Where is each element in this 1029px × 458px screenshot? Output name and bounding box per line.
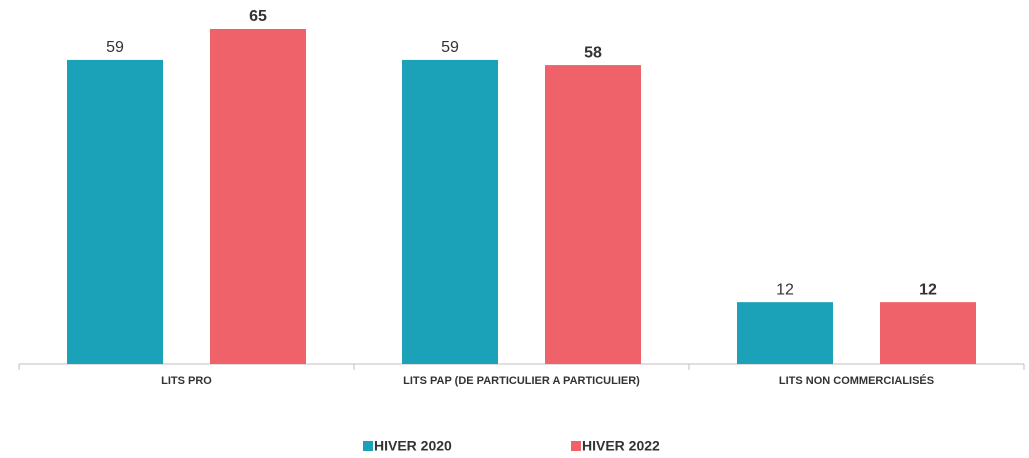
bar: [880, 302, 976, 364]
legend-swatch: [571, 441, 581, 451]
x-tick-label: LITS NON COMMERCIALISÉS: [779, 374, 934, 387]
bar: [67, 59, 163, 365]
x-tick-label: LITS PRO: [161, 375, 212, 387]
data-label: 12: [919, 281, 937, 298]
legend-label: HIVER 2022: [582, 438, 660, 454]
data-label: 12: [776, 281, 794, 298]
data-label: 59: [106, 39, 124, 56]
legend-swatch: [363, 441, 373, 451]
legend-label: HIVER 2020: [374, 438, 452, 454]
data-label: 59: [441, 39, 459, 56]
bar: [402, 59, 498, 365]
x-tick-label: LITS PAP (DE PARTICULIER A PARTICULIER): [403, 375, 640, 387]
data-label: 58: [584, 44, 602, 61]
data-label: 65: [249, 8, 267, 25]
bar: [737, 302, 833, 364]
bar: [210, 29, 306, 364]
bar: [545, 65, 641, 365]
